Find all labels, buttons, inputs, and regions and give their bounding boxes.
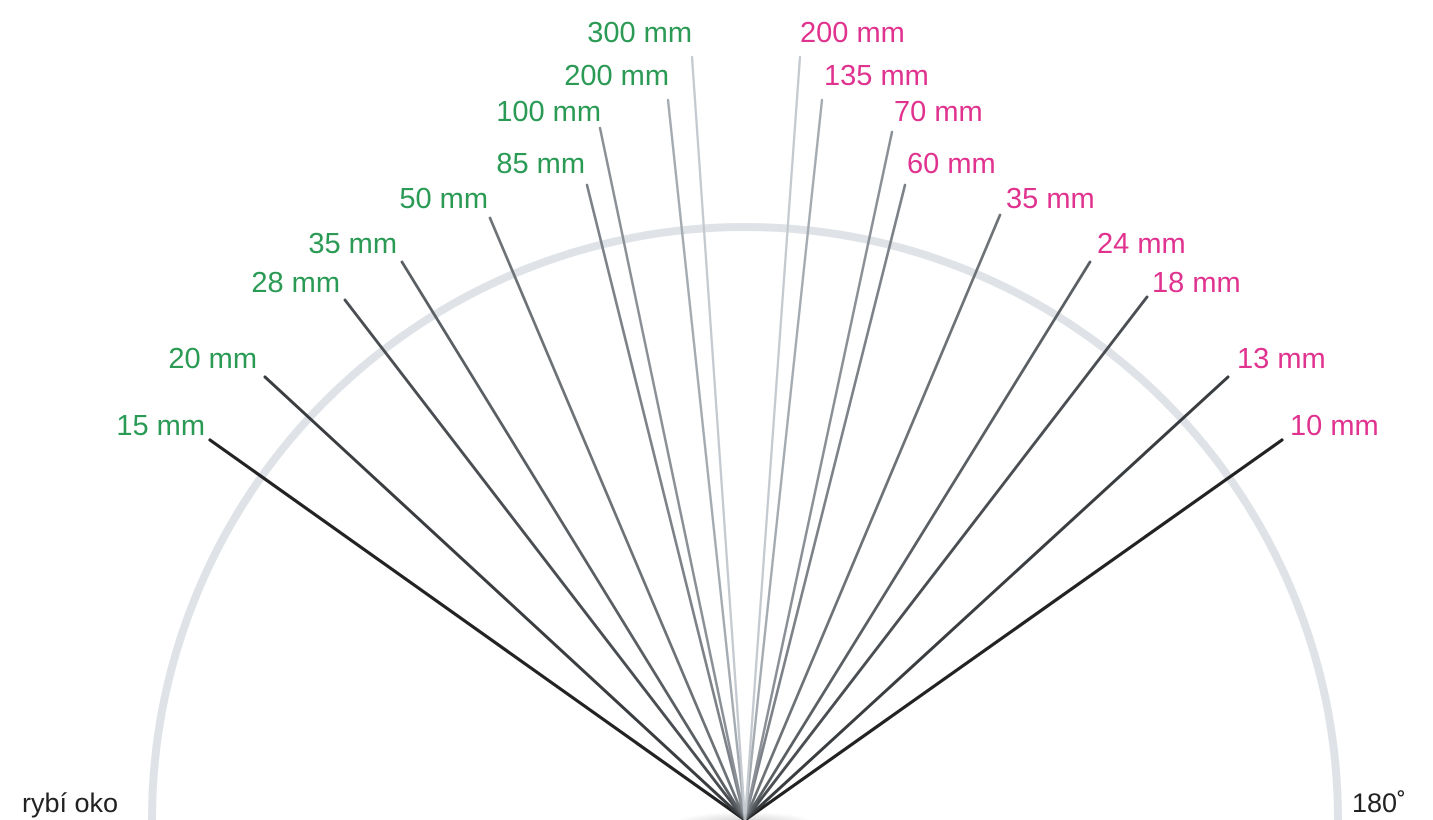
origin-shadow — [676, 812, 814, 820]
ray-left-3 — [400, 260, 747, 820]
ray-left-2 — [343, 298, 747, 820]
ray-left-8 — [690, 55, 747, 820]
ray-left-7 — [666, 98, 747, 820]
ray-right-4 — [743, 213, 1002, 820]
lens-label-right-1: 13 mm — [1237, 343, 1326, 375]
ray-left-1 — [263, 375, 747, 820]
ray-right-8 — [743, 55, 802, 820]
ray-right-2 — [743, 295, 1149, 820]
angle-180-label: 180˚ — [1352, 788, 1407, 818]
ray-left-0 — [208, 438, 747, 820]
ray-right-1 — [743, 375, 1230, 820]
lens-label-left-0: 15 mm — [116, 410, 205, 442]
lens-label-left-2: 28 mm — [251, 267, 340, 299]
ray-right-0 — [743, 438, 1284, 820]
ray-group — [208, 55, 1284, 820]
view-angle-arc — [148, 223, 1342, 820]
lens-label-left-1: 20 mm — [168, 343, 257, 375]
lens-label-right-6: 70 mm — [894, 96, 983, 128]
lens-label-right-7: 135 mm — [824, 60, 929, 92]
lens-label-right-4: 35 mm — [1006, 183, 1095, 215]
lens-label-right-8: 200 mm — [800, 17, 905, 49]
ray-right-5 — [743, 183, 907, 820]
lens-label-right-0: 10 mm — [1290, 410, 1379, 442]
lens-label-right-3: 24 mm — [1097, 228, 1186, 260]
ray-right-7 — [743, 98, 824, 820]
lens-label-left-5: 85 mm — [496, 148, 585, 180]
lens-label-left-7: 200 mm — [564, 60, 669, 92]
lens-label-left-6: 100 mm — [496, 96, 601, 128]
ray-right-6 — [743, 130, 894, 820]
lens-label-left-3: 35 mm — [308, 228, 397, 260]
ray-right-3 — [743, 260, 1092, 820]
lens-label-left-4: 50 mm — [399, 183, 488, 215]
lens-label-right-2: 18 mm — [1152, 267, 1241, 299]
lens-label-left-8: 300 mm — [587, 17, 692, 49]
lens-label-right-5: 60 mm — [907, 148, 996, 180]
ray-left-6 — [598, 126, 747, 820]
fisheye-label: rybí oko — [22, 788, 119, 818]
ray-left-5 — [585, 183, 747, 820]
ray-left-4 — [488, 216, 747, 820]
